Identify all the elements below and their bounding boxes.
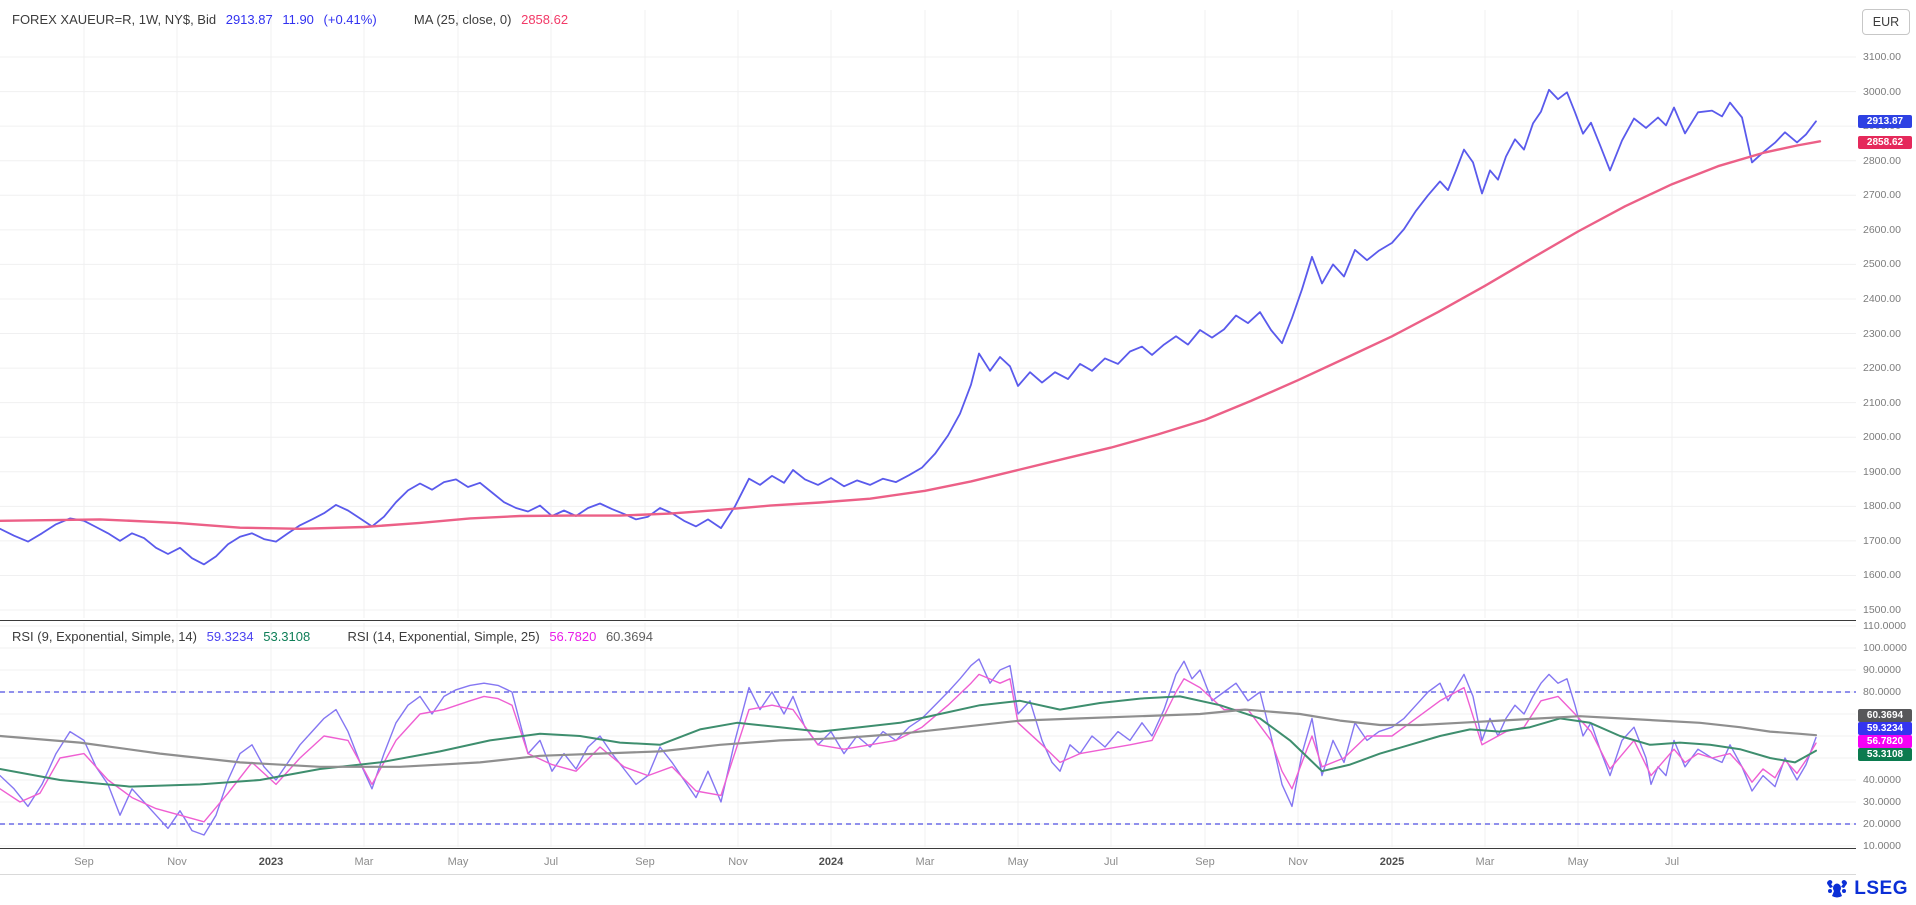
price-axis-label: 1600.00	[1863, 569, 1901, 582]
date-label: Sep	[635, 856, 655, 868]
change-percent: (+0.41%)	[323, 12, 377, 27]
rsi-legend[interactable]: RSI (9, Exponential, Simple, 14) 59.3234…	[12, 629, 659, 644]
price-legend[interactable]: FOREX XAUEUR=R, 1W, NY$, Bid 2913.87 11.…	[12, 12, 574, 27]
rsi-axis-label: 90.0000	[1863, 664, 1901, 676]
date-label: Jul	[1103, 856, 1119, 868]
date-label: Mar	[1475, 856, 1495, 868]
price-axis-label: 2100.00	[1863, 396, 1901, 409]
price-axis-label: 2000.00	[1863, 431, 1901, 444]
rsi-value-badge: 56.7820	[1858, 735, 1912, 748]
date-label: Nov	[167, 856, 187, 868]
price-axis-label: 3100.00	[1863, 51, 1901, 63]
price-axis-label: 3000.00	[1863, 85, 1901, 98]
series-ma-25-close-0-[interactable]	[0, 140, 1822, 530]
date-label: May	[1567, 856, 1589, 868]
symbol-info[interactable]: FOREX XAUEUR=R, 1W, NY$, Bid	[12, 12, 217, 27]
rsi1-legend-label[interactable]: RSI (9, Exponential, Simple, 14)	[12, 629, 197, 644]
date-label: Sep	[74, 856, 94, 868]
rsi-value-badge: 59.3234	[1858, 722, 1912, 735]
date-label-year: 2025	[1379, 856, 1405, 868]
price-axis-label: 1500.00	[1863, 604, 1901, 616]
rsi1-ma-value: 53.3108	[263, 629, 311, 644]
series-bid[interactable]	[0, 88, 1817, 566]
price-value-badge: 2858.62	[1858, 136, 1912, 149]
date-label: Sep	[1195, 856, 1215, 868]
rsi-axis-label: 20.0000	[1863, 818, 1901, 830]
date-axis[interactable]: Jul Sep Nov 2023 Mar May Jul Sep Nov 2024 Mar May Ju…	[0, 850, 1856, 874]
currency-axis-button[interactable]: EUR	[1862, 9, 1910, 35]
price-axis-label: 2500.00	[1863, 258, 1901, 271]
price-axis-label: 2600.00	[1863, 223, 1901, 236]
date-label: Mar	[354, 856, 374, 868]
rsi2-ma-value: 60.3694	[605, 629, 653, 644]
date-label: Jul	[1664, 856, 1680, 868]
series-rsi-14-[interactable]	[0, 673, 1817, 823]
lseg-logo: LSEG	[1825, 877, 1908, 901]
date-label-year: 2023	[258, 856, 284, 868]
rsi2-value: 56.7820	[549, 629, 597, 644]
price-axis-label: 1800.00	[1863, 500, 1901, 513]
lseg-logo-text: LSEG	[1854, 878, 1908, 899]
rsi-axis-label: 110.0000	[1863, 620, 1907, 632]
date-label-year: 2024	[818, 856, 844, 868]
rsi-value-badge: 53.3108	[1858, 748, 1912, 761]
ma-legend-label[interactable]: MA (25, close, 0)	[413, 12, 512, 27]
price-axis-label: 2700.00	[1863, 189, 1901, 202]
price-axis-label: 2400.00	[1863, 292, 1901, 305]
series-rsi-14-ma-25-[interactable]	[0, 708, 1818, 768]
date-label: May	[1007, 856, 1029, 868]
bid-value: 2913.87	[225, 12, 273, 27]
lseg-crest-icon	[1827, 880, 1848, 898]
rsi-axis-label: 100.0000	[1863, 642, 1907, 654]
rsi-axis-label: 30.0000	[1863, 796, 1901, 808]
series-rsi-9-[interactable]	[0, 658, 1817, 836]
date-label: Jul	[543, 856, 559, 868]
rsi1-value: 59.3234	[206, 629, 254, 644]
price-value-badge: 2913.87	[1858, 115, 1912, 128]
price-axis-label: 2200.00	[1863, 362, 1901, 375]
price-axis-label: 1700.00	[1863, 534, 1901, 547]
date-label: May	[447, 856, 469, 868]
date-label: Mar	[915, 856, 935, 868]
date-label: Nov	[728, 856, 748, 868]
rsi-value-badge: 60.3694	[1858, 709, 1912, 722]
ma-value: 2858.62	[521, 12, 569, 27]
rsi-axis-label: 40.0000	[1863, 774, 1901, 786]
change-value: 11.90	[282, 12, 314, 27]
price-axis-label: 2300.00	[1863, 327, 1901, 340]
rsi2-legend-label[interactable]: RSI (14, Exponential, Simple, 25)	[347, 629, 540, 644]
price-axis-label: 1900.00	[1863, 465, 1901, 478]
price-axis-label: 2800.00	[1863, 154, 1901, 167]
date-label: Nov	[1288, 856, 1308, 868]
rsi-axis-label: 80.0000	[1863, 686, 1901, 698]
price-axis-column[interactable]: EUR 3100.003000.002900.002800.002700.002…	[1856, 0, 1916, 905]
rsi-axis-label: 10.0000	[1863, 840, 1901, 852]
series-rsi-9-ma-14-[interactable]	[0, 695, 1817, 788]
